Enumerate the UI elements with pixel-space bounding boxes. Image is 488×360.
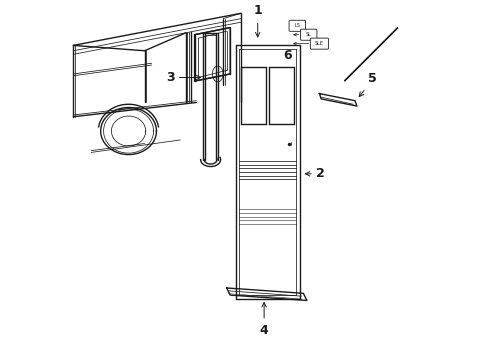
FancyBboxPatch shape: [310, 38, 328, 49]
FancyBboxPatch shape: [288, 20, 305, 31]
Text: SL: SL: [305, 32, 311, 37]
Text: 4: 4: [259, 324, 268, 337]
Text: 6: 6: [283, 49, 292, 62]
Text: SLE: SLE: [314, 41, 323, 46]
FancyBboxPatch shape: [300, 29, 316, 40]
Text: 5: 5: [367, 72, 376, 85]
Text: LS: LS: [294, 23, 300, 28]
Text: 3: 3: [166, 71, 175, 84]
Text: 1: 1: [253, 4, 262, 17]
Text: 2: 2: [315, 167, 324, 180]
